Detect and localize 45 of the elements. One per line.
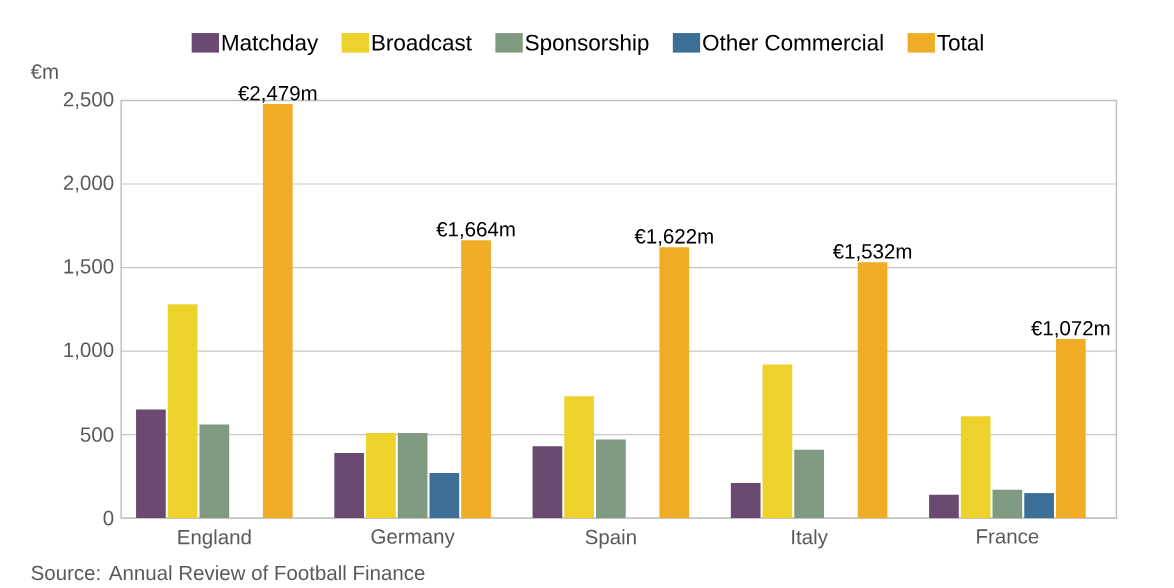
data-label: €2,479m [238, 85, 317, 103]
bar [532, 446, 563, 518]
bar [564, 395, 594, 518]
legend-label: Total [937, 33, 983, 51]
bar [857, 262, 888, 518]
data-label: €1,664m [436, 221, 515, 239]
y-tick-label: 0 [103, 510, 114, 526]
x-tick-label: Spain [585, 529, 636, 549]
y-tick-label: 1,000 [64, 342, 114, 360]
x-tick-label: Germany [371, 529, 455, 548]
bar [167, 304, 198, 518]
bar [366, 432, 396, 518]
bar [262, 103, 293, 518]
bar [730, 482, 761, 518]
bar [397, 432, 428, 518]
bar [929, 494, 959, 518]
data-label: €1,622m [634, 228, 713, 246]
bar [199, 424, 230, 518]
bar [1024, 492, 1054, 518]
y-tick-label: 1,500 [64, 258, 114, 276]
bar [762, 364, 793, 518]
y-tick-label: 2,500 [63, 91, 114, 109]
legend-label: Broadcast [372, 33, 472, 51]
y-tick-label: 2,000 [63, 175, 114, 193]
bar [136, 409, 166, 518]
bar [794, 449, 824, 518]
x-tick-label: Italy [792, 529, 828, 549]
y-axis-title: €m [30, 64, 58, 79]
x-tick-label: England [178, 529, 251, 549]
bar [429, 472, 460, 518]
bar [461, 239, 491, 518]
data-label: €1,532m [832, 243, 912, 261]
legend-label: Matchday [222, 33, 319, 55]
x-tick-label: France [977, 529, 1039, 544]
legend-label: Sponsorship [525, 33, 649, 55]
bar [992, 489, 1023, 518]
bar [596, 439, 626, 518]
bar [334, 452, 365, 518]
bar [1055, 338, 1086, 518]
bar [659, 246, 690, 518]
source-note: Source: Annual Review of Football Finance [31, 564, 425, 581]
legend-label: Other Commercial [703, 33, 883, 51]
y-tick-label: 500 [80, 427, 114, 442]
bar [960, 416, 991, 518]
data-label: €1,072m [1031, 320, 1110, 338]
